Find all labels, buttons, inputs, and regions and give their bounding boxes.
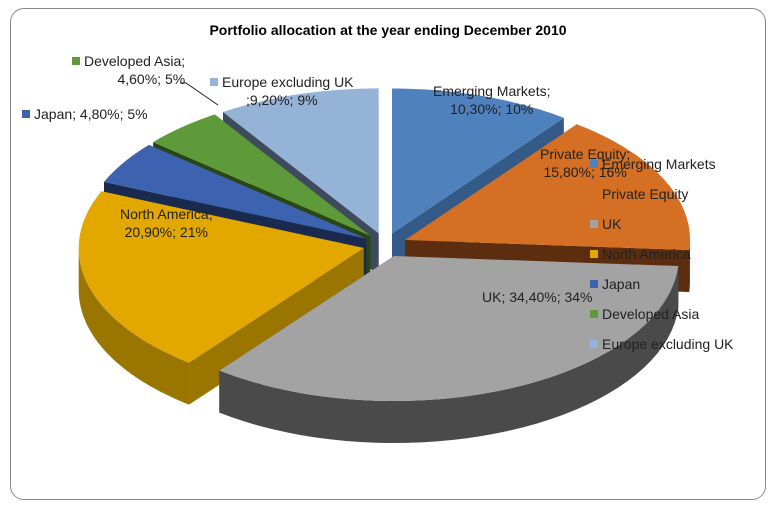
pie-slice-uk — [219, 256, 679, 444]
slice-face — [405, 124, 691, 250]
slice-face — [219, 266, 679, 444]
legend-item-japan: Japan — [590, 275, 640, 293]
data-label-japan: Japan; 4,80%; 5% — [22, 105, 148, 123]
data-label-uk: UK; 34,40%; 34% — [482, 289, 593, 305]
slice-face — [78, 248, 190, 405]
data-label-emerging-markets: Emerging Markets; 10,30%; 10% — [433, 83, 551, 117]
data-label-developed-asia: Developed Asia; 4,60%; 5% — [72, 52, 185, 88]
slice-face — [223, 88, 379, 234]
slice-face — [219, 256, 679, 402]
slice-face — [104, 144, 367, 239]
slice-face — [391, 88, 564, 234]
legend-item-developed-asia: Developed Asia — [590, 305, 699, 323]
slice-face — [78, 191, 364, 363]
data-label-europe: Europe excluding UK ;9,20%; 9% — [210, 73, 354, 109]
slice-face — [689, 239, 691, 292]
data-label-north-america: North America; 20,90%; 21% — [120, 206, 213, 240]
leader-line — [180, 82, 219, 106]
legend-item-private-equity: Private Equity — [590, 185, 688, 203]
data-label-private-equity: Private Equity; 15,80%; 16% — [540, 146, 631, 180]
legend-item-emerging-markets: Emerging Markets — [590, 155, 716, 173]
chart-title: Portfolio allocation at the year ending … — [209, 22, 567, 38]
legend-item-uk: UK — [590, 215, 621, 233]
slice-face — [153, 114, 371, 236]
chart-frame — [10, 8, 766, 500]
legend-item-europe: Europe excluding UK — [590, 335, 734, 353]
legend-item-north-america: North America — [590, 245, 691, 263]
